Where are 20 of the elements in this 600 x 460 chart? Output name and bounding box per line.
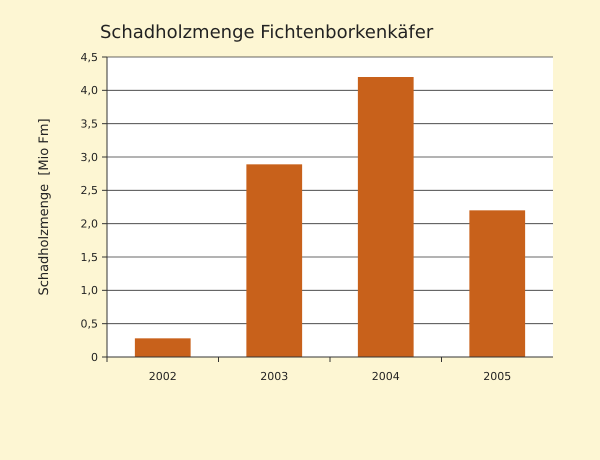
chart-title: Schadholzmenge Fichtenborkenkäfer	[100, 22, 434, 43]
y-tick-label: 1,0	[80, 284, 98, 298]
y-tick-label: 1,5	[80, 250, 98, 264]
y-tick-label: 4,5	[80, 50, 98, 64]
y-tick-label: 2,0	[80, 218, 98, 231]
y-tick-label: 4,0	[80, 84, 98, 98]
y-tick-label: 0,5	[80, 318, 98, 331]
bar	[469, 210, 526, 357]
bar	[358, 77, 414, 357]
x-tick-label: 2003	[260, 370, 288, 383]
x-tick-label: 2005	[483, 370, 512, 383]
y-tick-label: 3,0	[80, 150, 98, 164]
y-tick-label: 3,5	[80, 118, 98, 131]
bar	[134, 338, 191, 357]
y-axis-title: Schadholzmenge [Mio Fm]	[37, 118, 52, 296]
x-tick-label: 2004	[372, 370, 400, 383]
x-tick-label: 2002	[148, 370, 177, 383]
bar	[246, 164, 302, 357]
y-tick-label: 2,5	[80, 184, 98, 198]
y-tick-label: 0	[91, 350, 98, 364]
